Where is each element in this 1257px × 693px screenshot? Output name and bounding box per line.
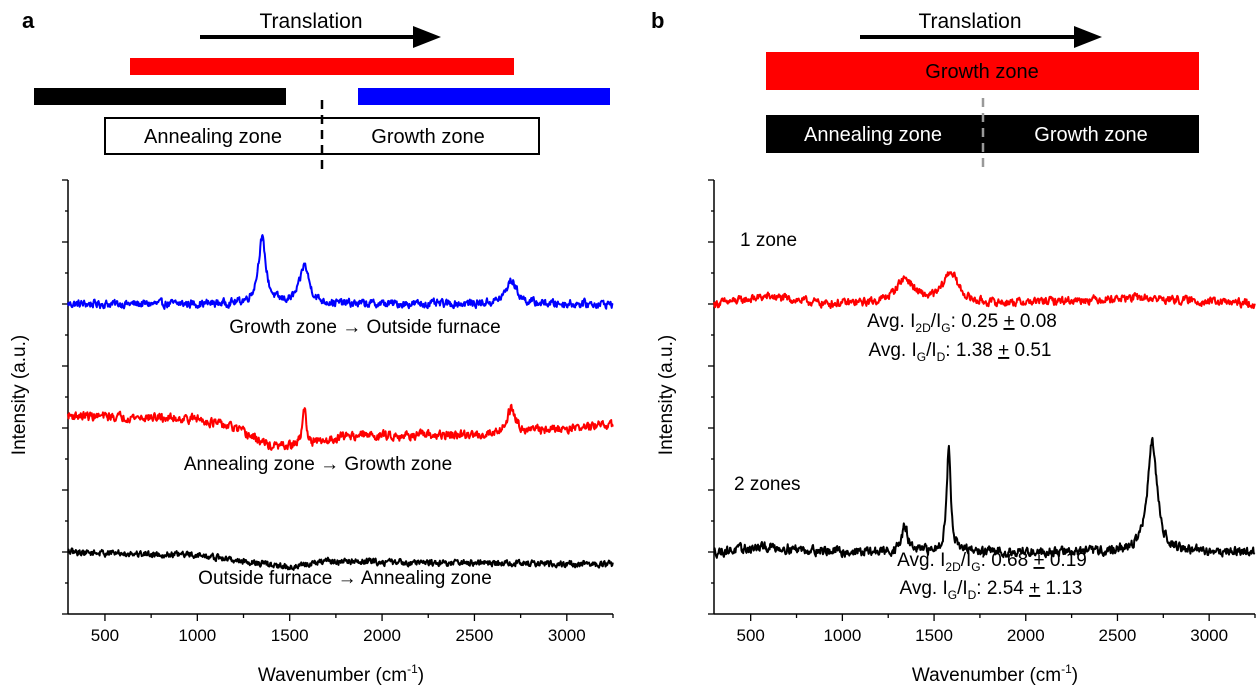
panel-a-translation-label: Translation [259, 10, 362, 33]
panel-a-series-label-red: Annealing zone → Growth zone [184, 454, 452, 475]
panel-a-header: a Translation Annealing zone Growth zone [22, 8, 610, 170]
panel-a-translation-arrow [200, 26, 441, 48]
panel-b-spectrum-red [713, 271, 1256, 310]
panel-b-x-tick-label: 2500 [1099, 626, 1137, 645]
panel-b-axes: 500 1000 1500 2000 2500 3000 [708, 179, 1256, 645]
panel-b-x-tick-label: 500 [736, 626, 764, 645]
panel-a-black-bar [34, 88, 286, 105]
panel-b-annealing-zone-label: Annealing zone [804, 124, 942, 146]
panel-a-series-label-black: Outside furnace → Annealing zone [198, 568, 492, 589]
panel-b-spectrum-black [713, 436, 1256, 559]
panel-a-x-tick-label: 2500 [456, 626, 494, 645]
panel-b-x-axis-label: Wavenumber (cm-1) [912, 662, 1078, 686]
panel-b-plot: 500 1000 1500 2000 2500 3000 1 zone 2 zones A… [656, 179, 1256, 686]
panel-b-spectra [713, 271, 1256, 559]
panel-a-x-tick-label: 2000 [363, 626, 401, 645]
panel-a-spectrum-blue [67, 234, 614, 310]
panel-b-series-label-1zone: 1 zone [740, 230, 797, 251]
panel-a-y-axis-label: Intensity (a.u.) [9, 335, 30, 455]
panel-b-1zone-ratio-2dg: Avg. I2D/IG: 0.25 + 0.08 [867, 311, 1057, 335]
panel-b-series-label-2zones: 2 zones [734, 474, 801, 495]
panel-a-x-axis-label: Wavenumber (cm-1) [258, 662, 424, 686]
panel-b-x-tick-label: 3000 [1190, 626, 1228, 645]
panel-a-x-tick-label: 1000 [178, 626, 216, 645]
panel-b-2zones-ratio-2dg: Avg. I2D/IG: 0.68 + 0.19 [897, 550, 1087, 574]
panel-b-growth-bar-label: Growth zone [925, 61, 1038, 83]
panel-b-x-tick-label: 1000 [823, 626, 861, 645]
panel-a-x-tick-label: 1500 [271, 626, 309, 645]
panel-b-translation-arrow [860, 26, 1102, 48]
panel-a-annealing-zone-label: Annealing zone [144, 126, 282, 148]
panel-a-axes: 500 1000 1500 2000 2500 3000 [62, 179, 614, 645]
panel-b-letter: b [651, 8, 664, 33]
panel-b-x-tick-label: 1500 [915, 626, 953, 645]
panel-b-growth-zone-label: Growth zone [1034, 124, 1147, 146]
panel-b-2zones-ratio-gd: Avg. IG/ID: 2.54 + 1.13 [899, 578, 1082, 602]
panel-a-letter: a [22, 8, 35, 33]
panel-a-spectrum-black [67, 547, 614, 571]
panel-b-1zone-ratio-gd: Avg. IG/ID: 1.38 + 0.51 [868, 340, 1051, 364]
panel-a-x-tick-label: 500 [91, 626, 119, 645]
panel-a-spectra [67, 234, 614, 571]
panel-b-translation-label: Translation [918, 10, 1021, 33]
panel-a-plot: 500 1000 1500 2000 2500 3000 Growth zone → Ou… [9, 179, 614, 686]
panel-a-red-bar [130, 58, 514, 75]
panel-a-growth-zone-label: Growth zone [371, 126, 484, 148]
panel-b-y-axis-label: Intensity (a.u.) [656, 335, 677, 455]
panel-b-growth-bar [766, 52, 1199, 90]
panel-b-header: b Translation Growth zone Annealing zone… [651, 8, 1199, 170]
panel-b-x-tick-label: 2000 [1007, 626, 1045, 645]
panel-a-x-tick-label: 3000 [548, 626, 586, 645]
panel-a-spectrum-red [67, 403, 614, 451]
panel-a-series-label-blue: Growth zone → Outside furnace [229, 317, 500, 338]
panel-a-blue-bar [358, 88, 610, 105]
